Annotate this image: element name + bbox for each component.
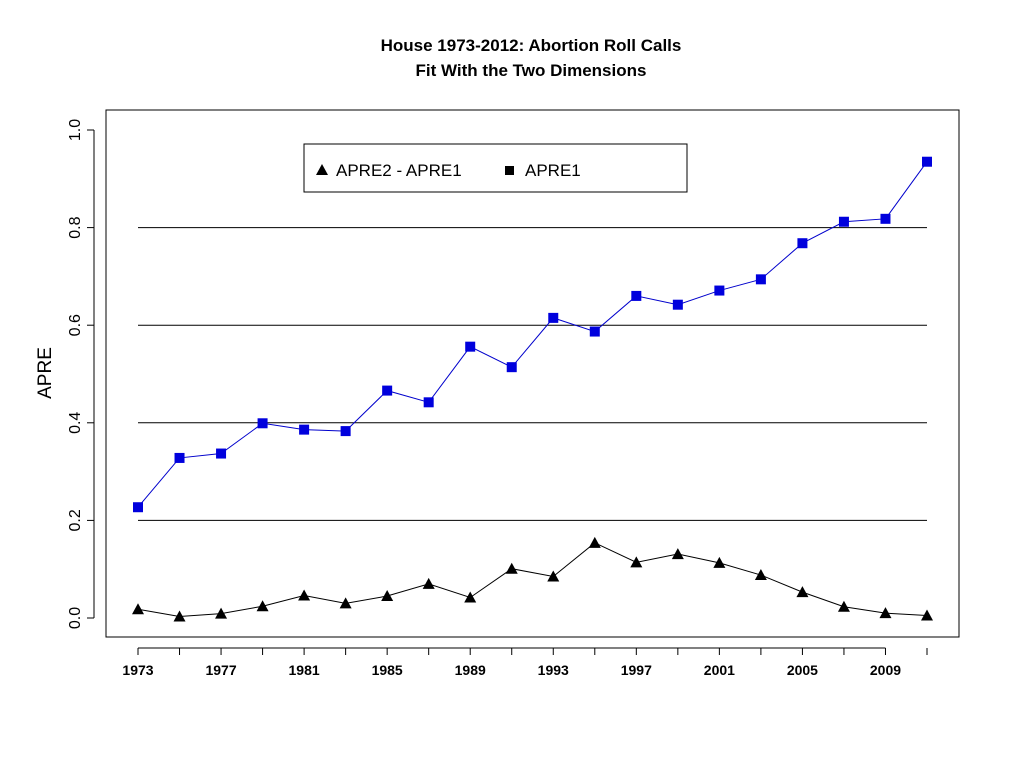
data-point-triangle [713, 556, 726, 568]
data-point-square [589, 326, 600, 337]
data-point-square [382, 385, 393, 396]
data-point-triangle [339, 597, 352, 609]
data-point-triangle [422, 577, 435, 589]
x-tick-label: 1997 [621, 662, 652, 678]
legend-box [303, 143, 688, 193]
data-point-triangle [754, 569, 767, 581]
chart-title: House 1973-2012: Abortion Roll Calls [381, 36, 682, 55]
data-point-triangle [837, 600, 850, 612]
data-point-triangle [256, 600, 269, 612]
data-point-triangle [879, 607, 892, 619]
data-point-square [299, 424, 310, 435]
x-tick-label: 2009 [870, 662, 901, 678]
data-point-triangle [630, 556, 643, 568]
gridlines [138, 227, 927, 521]
data-point-square [133, 502, 143, 513]
data-point-square [714, 285, 725, 296]
x-tick-label: 1989 [455, 662, 486, 678]
legend-label-apre-diff: APRE2 - APRE1 [336, 161, 462, 180]
x-tick-label: 1977 [205, 662, 236, 678]
data-point-triangle [921, 609, 933, 621]
data-point-square [174, 452, 185, 463]
y-tick-label: 0.4 [67, 412, 84, 434]
data-point-square [797, 238, 808, 249]
data-point-square [340, 426, 351, 437]
series-line-apre-diff [137, 542, 928, 618]
data-point-square [631, 290, 642, 301]
x-tick-label: 1985 [372, 662, 403, 678]
y-tick-label: 0.6 [67, 314, 84, 336]
plot-frame [105, 109, 960, 638]
x-tick-label: 2001 [704, 662, 735, 678]
data-point-triangle [796, 586, 809, 598]
data-point-triangle [173, 610, 186, 622]
data-point-triangle [215, 607, 228, 619]
data-point-square [216, 448, 227, 459]
y-tick-label: 0.2 [67, 509, 84, 531]
legend-square-marker [505, 166, 514, 175]
data-point-square [506, 362, 517, 373]
data-point-square [465, 341, 476, 352]
legend: APRE2 - APRE1 APRE1 [303, 143, 688, 193]
x-tick-label: 1993 [538, 662, 569, 678]
y-tick-label: 0.0 [67, 607, 84, 629]
data-point-triangle [588, 536, 601, 548]
y-axis-label: APRE [35, 347, 56, 399]
y-axis: 0.0 0.2 0.4 0.6 0.8 1.0 [67, 119, 95, 629]
x-tick-label: 1981 [289, 662, 320, 678]
data-point-square [922, 156, 932, 167]
series-line-apre1 [137, 161, 928, 508]
data-point-square [423, 397, 434, 408]
data-point-triangle [381, 590, 394, 602]
x-tick-label: 1973 [122, 662, 153, 678]
x-axis: 1973 1977 1981 1985 1989 1993 1997 2001 2005 2009 [122, 647, 928, 678]
data-point-square [838, 216, 849, 227]
data-point-square [548, 312, 559, 323]
data-point-triangle [505, 562, 518, 574]
data-point-triangle [464, 591, 477, 603]
data-point-square [257, 418, 268, 429]
data-point-triangle [671, 548, 684, 560]
data-point-triangle [547, 570, 560, 582]
x-tick-label: 2005 [787, 662, 818, 678]
data-point-square [880, 213, 891, 224]
legend-label-apre1: APRE1 [525, 161, 581, 180]
legend-triangle-marker [316, 164, 328, 175]
chart-subtitle: Fit With the Two Dimensions [416, 61, 647, 80]
y-tick-label: 1.0 [67, 119, 84, 141]
series-layer [132, 156, 933, 622]
data-point-square [672, 299, 683, 310]
data-point-square [755, 274, 766, 285]
data-point-triangle [132, 603, 144, 615]
y-tick-label: 0.8 [67, 216, 84, 238]
data-point-triangle [298, 589, 311, 601]
